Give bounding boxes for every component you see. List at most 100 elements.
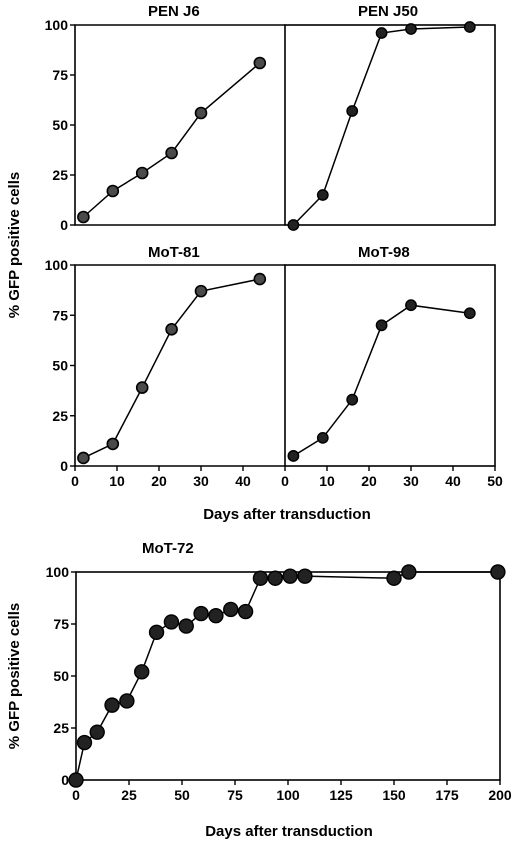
data-point (386, 570, 402, 586)
data-point (165, 323, 178, 336)
y-tick-label: 0 (60, 458, 68, 474)
x-tick-label: 10 (319, 473, 335, 489)
plot-frame (74, 264, 285, 467)
data-point (405, 299, 417, 312)
data-point (106, 184, 120, 198)
data-point (297, 568, 313, 584)
data-point (148, 624, 165, 641)
x-tick-label: 0 (71, 473, 79, 489)
y-tick-label: 75 (52, 67, 68, 83)
x-tick-label: 10 (109, 473, 125, 489)
data-point (463, 307, 476, 320)
data-point (77, 210, 90, 224)
data-point (267, 570, 283, 586)
x-tick-label: 30 (403, 473, 419, 489)
data-point (178, 618, 194, 634)
data-point (76, 734, 93, 751)
data-point (375, 319, 388, 332)
chart-title: MoT-81 (148, 244, 200, 261)
y-axis-label-top: % GFP positive cells (6, 172, 23, 318)
data-point (119, 693, 135, 709)
data-point (463, 21, 476, 33)
data-point (106, 437, 120, 451)
data-point (134, 664, 150, 680)
x-tick-label: 50 (174, 787, 190, 803)
x-tick-label: 20 (361, 473, 377, 489)
x-tick-label: 200 (488, 787, 512, 803)
plot-frame (284, 24, 496, 226)
y-tick-label: 50 (52, 358, 68, 374)
data-point (253, 56, 267, 70)
x-tick-label: 40 (235, 473, 251, 489)
y-tick-label: 100 (46, 564, 70, 580)
data-point (253, 272, 267, 286)
data-point (194, 284, 208, 298)
chart-title: PEN J6 (148, 3, 200, 20)
y-tick-label: 100 (45, 17, 69, 33)
x-tick-label: 100 (276, 787, 300, 803)
data-point (193, 605, 209, 622)
data-point (194, 106, 208, 120)
chart-panel-3: MoT-81 0 25 50 75 100 0 10 20 30 40 (45, 244, 285, 489)
y-tick-label: 25 (52, 408, 68, 424)
x-tick-label: 20 (151, 473, 167, 489)
chart-title: MoT-98 (358, 244, 410, 261)
x-tick-label: 25 (121, 787, 137, 803)
data-point (405, 23, 417, 35)
x-tick-label: 0 (281, 473, 289, 489)
data-point (68, 772, 84, 788)
y-axis-label-bottom: % GFP positive cells (6, 603, 23, 749)
y-tick-label: 100 (45, 257, 69, 273)
data-point (375, 27, 388, 39)
data-point (89, 724, 105, 740)
data-point (287, 219, 300, 231)
data-point (282, 568, 298, 584)
chart-panel-5: MoT-72 0 25 50 75 100 0 25 50 75 100 125 150 175 200 (46, 540, 512, 803)
y-tick-label: 25 (52, 167, 68, 183)
y-tick-label: 75 (53, 616, 69, 632)
chart-title: MoT-72 (142, 540, 194, 557)
chart-panel-1: PEN J6 0 25 50 75 100 (45, 3, 285, 233)
data-point (163, 614, 180, 630)
data-point (165, 146, 178, 160)
y-tick-label: 75 (52, 307, 68, 323)
data-point (346, 105, 359, 117)
data-point (316, 189, 329, 201)
data-point (135, 166, 149, 180)
plot-frame (284, 264, 496, 467)
y-tick-label: 50 (52, 117, 68, 133)
y-tick-label: 0 (60, 217, 68, 233)
data-point (104, 697, 120, 713)
x-tick-label: 50 (487, 473, 503, 489)
chart-panel-2: PEN J50 (284, 3, 496, 231)
y-tick-label: 0 (61, 772, 69, 788)
y-tick-label: 50 (53, 668, 69, 684)
x-tick-label: 175 (435, 787, 459, 803)
data-point (401, 564, 417, 580)
y-tick-label: 25 (53, 720, 69, 736)
data-point (287, 450, 300, 462)
chart-panel-4: MoT-98 0 10 20 30 40 50 (281, 244, 503, 489)
data-point (208, 607, 224, 624)
series-line (292, 26, 470, 226)
x-tick-label: 125 (329, 787, 353, 803)
x-tick-label: 30 (193, 473, 209, 489)
x-tick-label: 150 (382, 787, 406, 803)
x-axis-label-top: Days after transduction (203, 506, 371, 523)
series-line (83, 278, 260, 459)
data-point (252, 570, 269, 586)
data-point (237, 603, 254, 620)
data-point (316, 431, 329, 444)
x-tick-label: 75 (227, 787, 243, 803)
x-axis-label-bottom: Days after transduction (205, 823, 373, 840)
data-point (77, 451, 90, 465)
data-point (490, 564, 506, 580)
data-point (135, 381, 149, 394)
x-tick-label: 40 (445, 473, 461, 489)
chart-title: PEN J50 (358, 3, 418, 20)
data-point (346, 393, 359, 406)
plot-frame (74, 24, 285, 226)
series-line (82, 62, 261, 218)
